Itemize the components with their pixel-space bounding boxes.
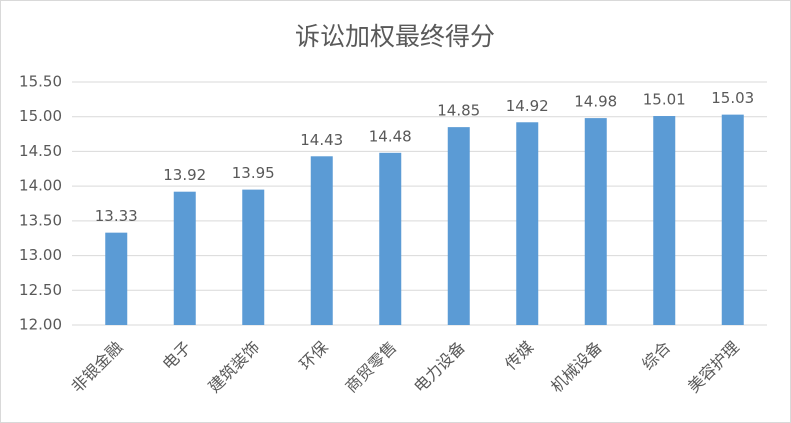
data-label: 14.43 xyxy=(300,131,343,149)
bar xyxy=(516,122,539,325)
y-tick-label: 13.00 xyxy=(19,246,62,264)
bar xyxy=(447,127,470,325)
bar xyxy=(721,114,744,325)
y-tick-label: 12.00 xyxy=(19,316,62,334)
bar xyxy=(310,156,333,325)
data-label: 14.48 xyxy=(369,127,412,145)
data-label: 13.95 xyxy=(232,164,275,182)
bar xyxy=(242,189,265,325)
data-label: 14.85 xyxy=(437,102,480,120)
data-label: 14.98 xyxy=(574,93,617,111)
chart-title: 诉讼加权最终得分 xyxy=(295,22,495,51)
data-label: 13.33 xyxy=(95,207,138,225)
y-tick-label: 14.00 xyxy=(19,177,62,195)
data-label: 14.92 xyxy=(506,97,549,115)
y-tick-label: 15.00 xyxy=(19,107,62,125)
y-tick-label: 13.50 xyxy=(19,211,62,229)
bar xyxy=(653,116,676,326)
y-tick-label: 14.50 xyxy=(19,142,62,160)
data-label: 15.01 xyxy=(643,91,686,109)
y-tick-label: 15.50 xyxy=(19,73,62,91)
bar xyxy=(379,152,402,325)
bar xyxy=(105,232,128,325)
data-label: 15.03 xyxy=(711,89,754,107)
bar xyxy=(173,191,196,325)
data-label: 13.92 xyxy=(163,166,206,184)
y-tick-label: 12.50 xyxy=(19,281,62,299)
bar xyxy=(584,118,607,325)
